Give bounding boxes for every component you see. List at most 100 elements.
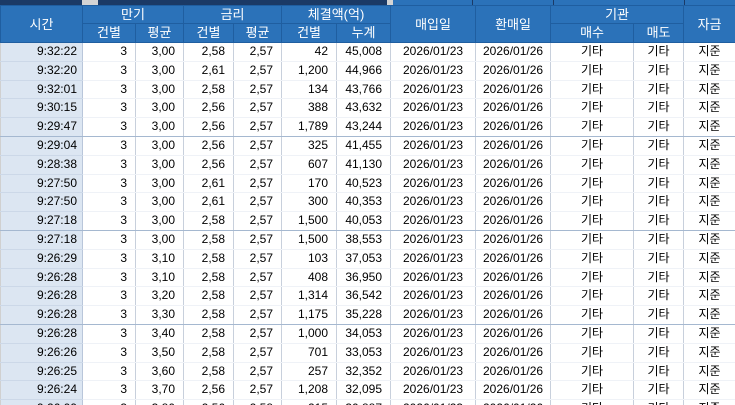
- cell-inst-buy: 기타: [550, 117, 635, 137]
- col-header-repurchase-date: 환매일: [475, 5, 552, 43]
- table-row[interactable]: 9:32:22 3 3,00 2,58 2,57 42 45,008 2026/01/23 20…: [0, 42, 735, 62]
- table-row[interactable]: 9:27:50 3 3,00 2,61 2,57 300 40,353 2026/01/23 2…: [0, 192, 735, 213]
- table-row[interactable]: 9:27:18 3 3,00 2,58 2,57 1,500 38,553 2026/01/2…: [0, 230, 735, 250]
- cell-rate-per: 2,58: [183, 80, 235, 100]
- trade-table: 시간 만기 금리 체결액(억) 매입일 환매일 기관 자금 건별 평균 건별 평…: [0, 5, 735, 405]
- cell-rate-avg: 2,57: [233, 305, 283, 325]
- table-row[interactable]: 9:26:26 3 3,50 2,58 2,57 701 33,053 2026/01/23 2…: [0, 343, 735, 363]
- table-row[interactable]: 9:28:38 3 3,00 2,56 2,57 607 41,130 2026/01/23 2…: [0, 155, 735, 175]
- table-row[interactable]: 9:27:18 3 3,00 2,58 2,57 1,500 40,053 2026/01/2…: [0, 211, 735, 231]
- cell-repurchase-date: 2026/01/26: [475, 174, 552, 194]
- table-row[interactable]: 9:32:01 3 3,00 2,58 2,57 134 43,766 2026/01/23 2…: [0, 80, 735, 100]
- cell-rate-per: 2,58: [183, 249, 235, 269]
- cell-funds: 지준: [683, 192, 735, 213]
- cell-amount-cum: 43,632: [336, 98, 392, 119]
- cell-amount-per: 42: [281, 42, 338, 62]
- cell-inst-sell: 기타: [633, 286, 685, 307]
- cell-amount-per: 408: [281, 268, 338, 288]
- cell-inst-buy: 기타: [550, 80, 635, 100]
- col-header-rate-per: 건별: [183, 23, 235, 43]
- cell-time: 9:26:28: [0, 286, 83, 307]
- table-row[interactable]: 9:26:0933,802,562,5821530,8872026/01/232…: [0, 399, 735, 405]
- cell-maturity-avg: 3,00: [135, 211, 185, 231]
- cell-rate-avg: 2,57: [233, 380, 283, 401]
- cell-repurchase-date: 2026/01/26: [475, 230, 552, 250]
- cell-inst-sell: 기타: [633, 117, 685, 137]
- cell-amount-per: 134: [281, 80, 338, 100]
- cell-rate-per: 2,58: [183, 343, 235, 363]
- table-row[interactable]: 9:29:47 3 3,00 2,56 2,57 1,789 43,244 2026/01/2…: [0, 117, 735, 137]
- cell-amount-cum: 30,887: [336, 399, 392, 405]
- table-row[interactable]: 9:26:25 3 3,60 2,58 2,57 257 32,352 2026/01/23 2…: [0, 362, 735, 382]
- cell-inst-buy: 기타: [550, 268, 635, 288]
- cell-inst-sell: 기타: [633, 61, 685, 81]
- cell-purchase-date: 2026/01/23: [390, 211, 477, 231]
- col-header-maturity-avg: 평균: [134, 23, 185, 43]
- cell-amount-cum: 35,228: [336, 305, 392, 325]
- cell-maturity-avg: 3,00: [135, 192, 185, 213]
- cell-funds: 지준: [683, 268, 735, 288]
- strip-segment: [98, 0, 387, 5]
- cell-inst-sell: 기타: [633, 343, 685, 363]
- cell-amount-per: 1,789: [281, 117, 338, 137]
- table-row[interactable]: 9:32:20 3 3,00 2,61 2,57 1,200 44,966 2026/01/2…: [0, 61, 735, 81]
- cell-amount-cum: 33,053: [336, 343, 392, 363]
- cell-rate-avg: 2,57: [233, 324, 283, 344]
- cell-time: 9:29:04: [0, 136, 83, 156]
- cell-maturity-avg: 3,00: [135, 42, 185, 62]
- cell-amount-cum: 41,130: [336, 155, 392, 175]
- table-row[interactable]: 9:26:24 3 3,70 2,56 2,57 1,208 32,095 2026/01/2…: [0, 380, 735, 401]
- cell-rate-per: 2,58: [183, 324, 235, 344]
- cell-inst-buy: 기타: [550, 192, 635, 213]
- col-header-rate-avg: 평균: [233, 23, 283, 43]
- col-header-time: 시간: [0, 5, 83, 43]
- cell-purchase-date: 2026/01/23: [390, 136, 477, 156]
- cell-repurchase-date: 2026/01/26: [475, 380, 552, 401]
- cell-inst-sell: 기타: [633, 174, 685, 194]
- cell-inst-sell: 기타: [633, 155, 685, 175]
- cell-amount-per: 1,175: [281, 305, 338, 325]
- cell-maturity-per: 3: [82, 343, 136, 363]
- cell-amount-cum: 34,053: [336, 324, 392, 344]
- cell-time: 9:32:01: [0, 80, 83, 100]
- table-row[interactable]: 9:26:28 3 3,20 2,58 2,57 1,314 36,542 2026/01/2…: [0, 286, 735, 307]
- cell-inst-buy: 기타: [550, 230, 635, 250]
- cell-maturity-avg: 3,80: [135, 399, 185, 405]
- cell-inst-buy: 기타: [550, 211, 635, 231]
- cell-maturity-per: 3: [82, 286, 136, 307]
- table-row[interactable]: 9:30:15 3 3,00 2,56 2,57 388 43,632 2026/01/23 2…: [0, 98, 735, 119]
- cell-inst-sell: 기타: [633, 136, 685, 156]
- cell-amount-cum: 45,008: [336, 42, 392, 62]
- cell-rate-per: 2,58: [183, 362, 235, 382]
- cell-amount-per: 300: [281, 192, 338, 213]
- col-header-amount-per: 건별: [281, 23, 338, 43]
- table-row[interactable]: 9:29:04 3 3,00 2,56 2,57 325 41,455 2026/01/23 2…: [0, 136, 735, 156]
- table-body: 9:32:22 3 3,00 2,58 2,57 42 45,008 2026/01/23 20…: [0, 42, 735, 405]
- table-row[interactable]: 9:26:28 3 3,40 2,58 2,57 1,000 34,053 2026/01/2…: [0, 324, 735, 344]
- table-row[interactable]: 9:27:50 3 3,00 2,61 2,57 170 40,523 2026/01/23 2…: [0, 174, 735, 194]
- table-row[interactable]: 9:26:29 3 3,10 2,58 2,57 103 37,053 2026/01/23 2…: [0, 249, 735, 269]
- table-row[interactable]: 9:26:28 3 3,10 2,58 2,57 408 36,950 2026/01/23 2…: [0, 268, 735, 288]
- col-header-funds: 자금: [683, 5, 735, 43]
- cell-inst-buy: 기타: [550, 155, 635, 175]
- cell-maturity-per: 3: [82, 362, 136, 382]
- cell-maturity-per: 3: [82, 136, 136, 156]
- cell-amount-cum: 43,766: [336, 80, 392, 100]
- cell-repurchase-date: 2026/01/26: [475, 362, 552, 382]
- cell-repurchase-date: 2026/01/26: [475, 343, 552, 363]
- cell-inst-buy: 기타: [550, 174, 635, 194]
- cell-amount-cum: 40,053: [336, 211, 392, 231]
- cell-rate-avg: 2,57: [233, 249, 283, 269]
- cell-time: 9:28:38: [0, 155, 83, 175]
- strip-separator: [553, 0, 554, 5]
- cell-rate-avg: 2,57: [233, 211, 283, 231]
- cell-purchase-date: 2026/01/23: [390, 286, 477, 307]
- table-row[interactable]: 9:26:28 3 3,30 2,58 2,57 1,175 35,228 2026/01/2…: [0, 305, 735, 325]
- cell-maturity-per: 3: [82, 192, 136, 213]
- cell-inst-sell: 기타: [633, 399, 685, 405]
- cell-inst-sell: 기타: [633, 80, 685, 100]
- cell-maturity-per: 3: [82, 230, 136, 250]
- table-header: 시간 만기 금리 체결액(억) 매입일 환매일 기관 자금 건별 평균 건별 평…: [0, 5, 735, 43]
- cell-maturity-per: 3: [82, 380, 136, 401]
- cell-maturity-avg: 3,00: [135, 174, 185, 194]
